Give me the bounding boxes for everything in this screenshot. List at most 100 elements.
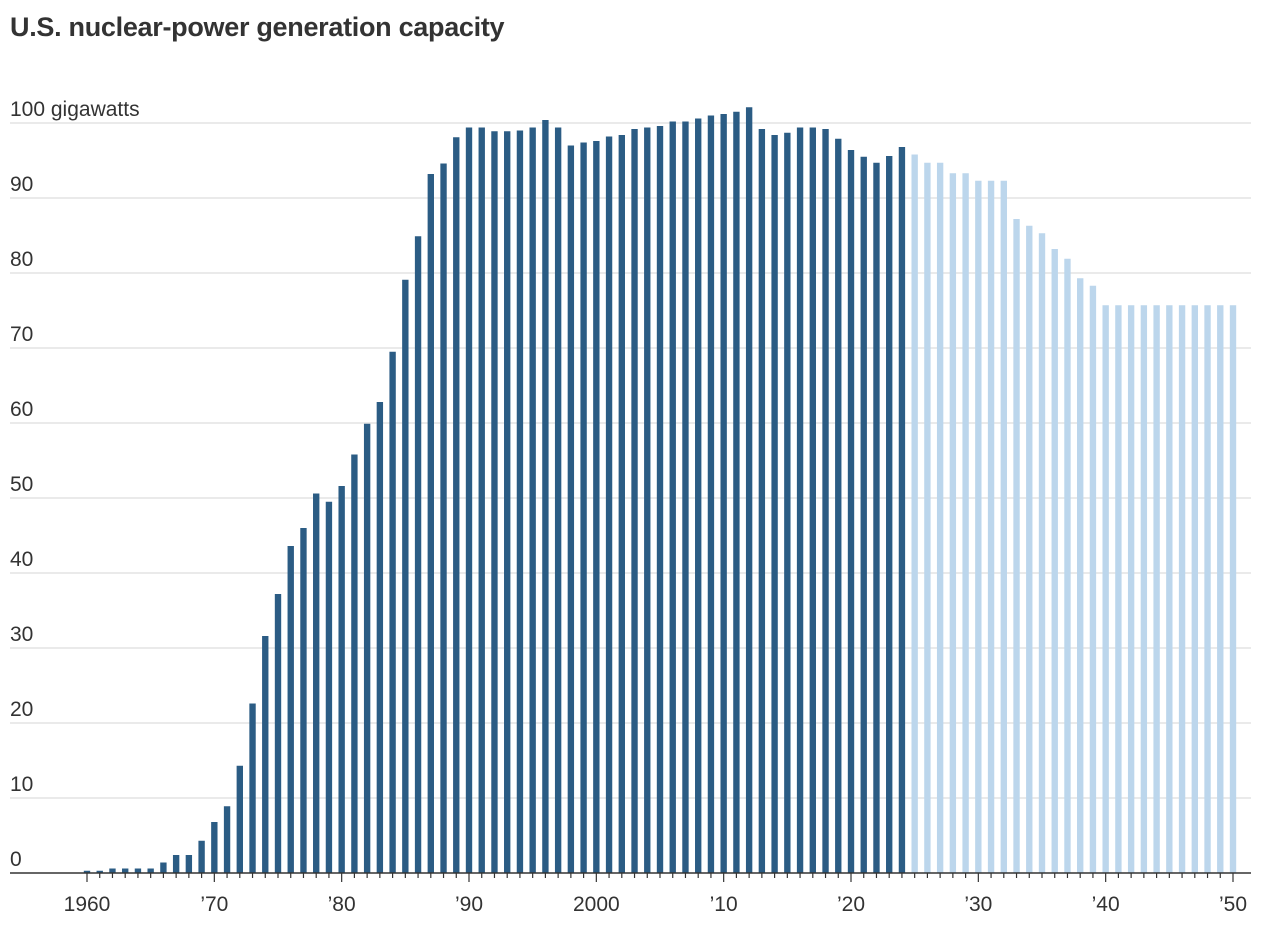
historical-bar <box>465 127 473 873</box>
historical-bar <box>96 870 103 873</box>
projected-bar <box>1127 305 1135 873</box>
historical-bar <box>695 118 702 873</box>
historical-bar <box>733 111 740 873</box>
historical-bar <box>440 163 447 873</box>
projected-bar <box>1140 305 1148 873</box>
projected-bar <box>1153 305 1160 873</box>
historical-bar <box>300 528 307 873</box>
historical-bar <box>644 127 651 873</box>
projected-bar <box>936 162 944 873</box>
historical-bar <box>745 107 753 873</box>
historical-bar <box>669 121 676 873</box>
projected-bar <box>911 154 918 873</box>
historical-bar <box>109 868 116 873</box>
historical-bar <box>160 862 167 873</box>
historical-bar <box>389 351 396 873</box>
projected-bar <box>975 180 982 873</box>
historical-bar <box>784 132 791 873</box>
y-tick-label: 100 gigawatts <box>10 98 140 121</box>
projected-bar <box>1166 305 1173 873</box>
historical-bar <box>860 156 867 873</box>
y-tick-label: 30 <box>10 623 33 646</box>
historical-bar <box>707 115 715 873</box>
historical-bar <box>147 868 154 873</box>
projected-bar <box>1204 305 1211 873</box>
historical-bar <box>274 594 282 873</box>
historical-bar <box>822 129 829 873</box>
historical-bar <box>580 142 587 873</box>
projected-bar <box>962 173 969 873</box>
y-tick-label: 50 <box>10 473 33 496</box>
projected-bar <box>1178 305 1186 873</box>
x-tick-label: ’80 <box>328 893 356 916</box>
y-tick-label: 60 <box>10 398 33 421</box>
x-tick-label: ’40 <box>1092 893 1120 916</box>
x-tick-label: ’70 <box>200 893 228 916</box>
historical-bar <box>567 145 575 873</box>
x-axis <box>10 872 1251 882</box>
historical-bar <box>376 402 384 873</box>
historical-bar <box>631 129 638 873</box>
historical-bar <box>847 150 855 873</box>
historical-bar <box>516 130 524 873</box>
projected-bar <box>1038 233 1046 873</box>
y-tick-label: 10 <box>10 773 33 796</box>
y-tick-label: 80 <box>10 248 33 271</box>
historical-bar <box>351 454 358 873</box>
x-tick-label: ’30 <box>964 893 992 916</box>
historical-bar <box>554 127 562 873</box>
projected-bar <box>1000 180 1007 873</box>
historical-bar <box>720 114 727 873</box>
historical-bar <box>83 870 91 873</box>
x-tick-label: 1960 <box>64 893 111 916</box>
historical-bar <box>542 120 549 873</box>
historical-bar <box>338 486 345 873</box>
projected-bar <box>1051 249 1058 873</box>
bar-layer <box>83 107 1237 873</box>
historical-bar <box>287 546 294 873</box>
historical-bar <box>249 703 256 873</box>
tick-labels: 0 10 20 30 40 50 60 70 80 90 100 gigawatts 1960 ’70 ’… <box>10 98 1247 916</box>
projected-bar <box>1064 258 1071 873</box>
historical-bar <box>529 127 536 873</box>
historical-bar <box>898 147 906 873</box>
historical-bar <box>211 822 218 873</box>
x-tick-label: ’90 <box>455 893 483 916</box>
historical-bar <box>122 868 129 873</box>
historical-bar <box>809 127 816 873</box>
projected-bar <box>1115 305 1122 873</box>
historical-bar <box>682 121 689 873</box>
historical-bar <box>656 126 664 873</box>
chart-title: U.S. nuclear-power generation capacity <box>10 12 505 42</box>
historical-bar <box>223 806 231 873</box>
y-tick-label: 70 <box>10 323 33 346</box>
historical-bar <box>453 137 460 873</box>
historical-bar <box>593 141 600 873</box>
historical-bar <box>427 174 434 873</box>
y-tick-label: 40 <box>10 548 33 571</box>
historical-bar <box>185 855 193 873</box>
historical-bar <box>478 127 485 873</box>
historical-bar <box>414 236 422 873</box>
y-tick-label: 0 <box>10 848 22 871</box>
y-tick-label: 90 <box>10 173 33 196</box>
historical-bar <box>796 127 804 873</box>
projected-bar <box>1026 225 1033 873</box>
projected-bar <box>1089 285 1097 873</box>
projected-bar <box>1229 305 1237 873</box>
historical-bar <box>771 135 778 873</box>
projected-bar <box>949 173 957 873</box>
historical-bar <box>504 131 511 873</box>
historical-bar <box>618 135 625 873</box>
historical-bar <box>325 501 333 873</box>
historical-bar <box>402 279 409 873</box>
historical-bar <box>605 136 613 873</box>
x-tick-label: ’50 <box>1219 893 1247 916</box>
historical-bar <box>363 423 371 873</box>
historical-bar <box>873 162 880 873</box>
historical-bar <box>886 156 893 873</box>
historical-bar <box>313 493 320 873</box>
historical-bar <box>835 138 842 873</box>
